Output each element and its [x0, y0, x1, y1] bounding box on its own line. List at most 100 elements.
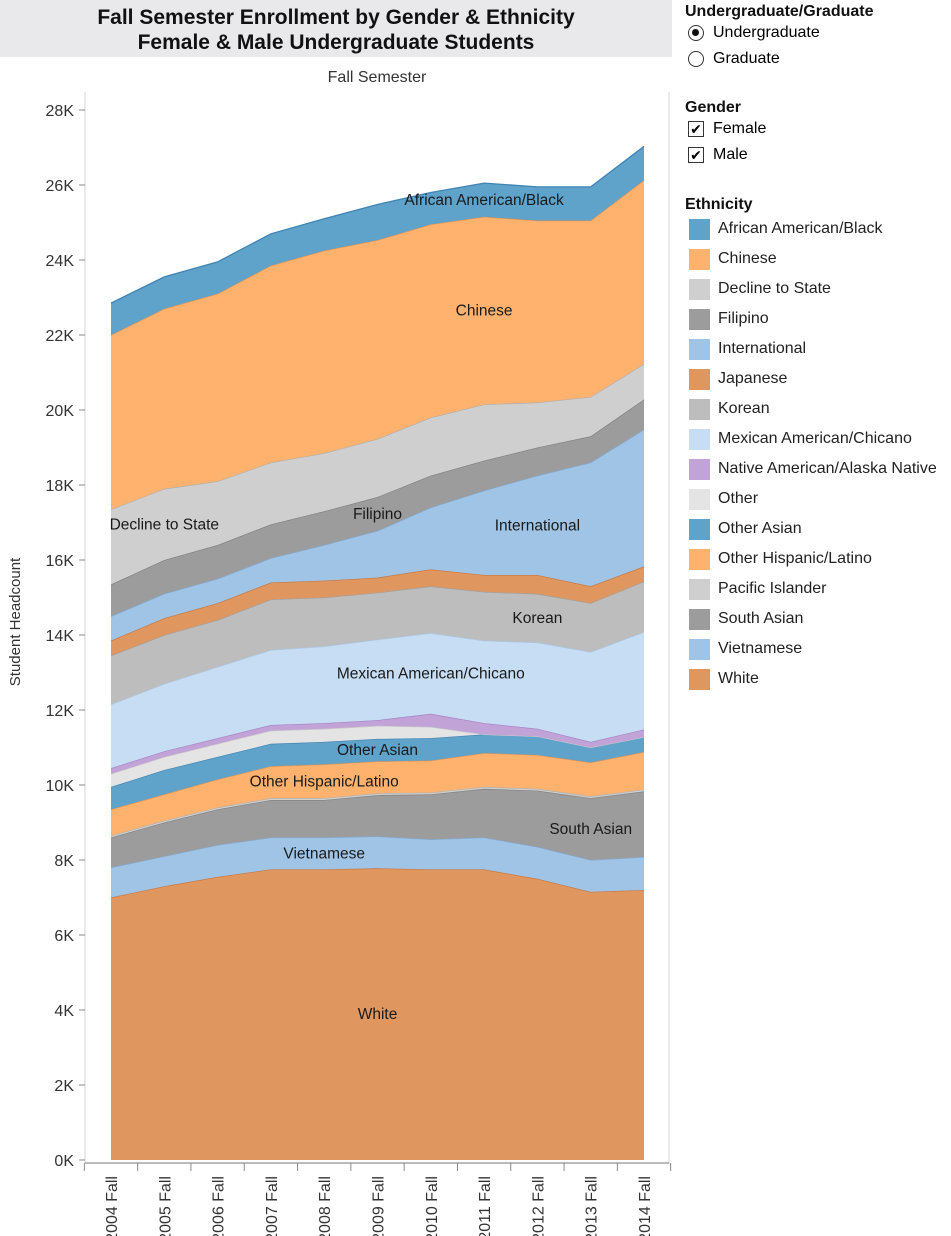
legend-item-international[interactable]: International	[689, 338, 806, 360]
radio-label-graduate: Graduate	[713, 50, 780, 67]
legend-item-chinese[interactable]: Chinese	[689, 248, 777, 270]
y-tick-label: 4K	[54, 1003, 74, 1020]
checkmark-icon[interactable]: ✔	[688, 147, 704, 163]
stacked-area-chart: Fall Semester Student Headcount 0K 2K 4K 6K…	[7, 69, 672, 1236]
y-tick-label: 28K	[46, 103, 75, 120]
legend-item-native-american-alaska-native[interactable]: Native American/Alaska Native	[689, 458, 937, 480]
y-axis-title: Student Headcount	[7, 557, 24, 686]
legend-swatch	[689, 218, 710, 240]
legend-item-pacific-islander[interactable]: Pacific Islander	[689, 578, 827, 600]
checkbox-male[interactable]: ✔ Male	[688, 144, 748, 166]
x-tick-label: 2013 Fall	[584, 1176, 601, 1236]
legend-item-mexican-american-chicano[interactable]: Mexican American/Chicano	[689, 428, 912, 450]
ethnicity-legend-heading: Ethnicity	[685, 196, 753, 213]
legend-label: Pacific Islander	[718, 580, 827, 597]
area-filipino	[111, 399, 644, 617]
legend-item-decline-to-state[interactable]: Decline to State	[689, 278, 831, 300]
series-label-other-asian: Other Asian	[337, 742, 418, 759]
y-tick-label: 6K	[54, 928, 74, 945]
area-edge-african-american-black	[110, 145, 645, 304]
legend-swatch	[689, 338, 710, 360]
legend-label: Chinese	[718, 250, 777, 267]
legend-swatch	[689, 518, 710, 540]
y-tick-label: 12K	[46, 703, 75, 720]
x-tick-label: 2010 Fall	[424, 1176, 441, 1236]
legend-item-other-hispanic-latino[interactable]: Other Hispanic/Latino	[689, 548, 872, 570]
y-tick-label: 16K	[46, 553, 75, 570]
area-chinese	[111, 180, 644, 510]
area-series	[110, 145, 645, 1160]
radio-unselected-icon[interactable]	[688, 51, 704, 67]
series-label-chinese: Chinese	[456, 303, 513, 320]
radio-graduate[interactable]: Graduate	[688, 48, 780, 70]
x-tick-label: 2004 Fall	[104, 1176, 121, 1236]
legend-label: Mexican American/Chicano	[718, 430, 912, 447]
legend-swatch	[689, 308, 710, 330]
legend-label: Other	[718, 490, 759, 507]
series-label-african-american-black: African American/Black	[404, 192, 564, 209]
legend-label: Native American/Alaska Native	[718, 460, 937, 477]
checkmark-icon[interactable]: ✔	[688, 121, 704, 137]
y-tick-label: 2K	[54, 1078, 74, 1095]
legend-item-other-asian[interactable]: Other Asian	[689, 518, 802, 540]
legend-swatch	[689, 458, 710, 480]
legend-swatch	[689, 278, 710, 300]
legend-swatch	[689, 248, 710, 270]
legend-label: Decline to State	[718, 280, 831, 297]
series-label-decline-to-state: Decline to State	[110, 516, 219, 533]
y-tick-label: 20K	[46, 403, 75, 420]
series-label-other-hispanic-latino: Other Hispanic/Latino	[250, 773, 399, 790]
y-tick-label: 22K	[46, 328, 75, 345]
legend-swatch	[689, 368, 710, 390]
series-label-white: White	[358, 1006, 398, 1023]
legend-label: International	[718, 340, 807, 357]
level-filter-heading: Undergraduate/Graduate	[685, 3, 874, 20]
legend-item-korean[interactable]: Korean	[689, 398, 770, 420]
radio-undergraduate[interactable]: Undergraduate	[688, 22, 820, 44]
series-labels: White Vietnamese South Asian Other Hispanic…	[110, 192, 632, 1023]
legend-label: Other Asian	[718, 520, 802, 537]
series-label-mexican-american-chicano: Mexican American/Chicano	[337, 665, 525, 682]
area-other	[111, 725, 644, 787]
x-tick-label: 2007 Fall	[264, 1176, 281, 1236]
legend-label: Vietnamese	[718, 640, 803, 657]
radio-selected-icon[interactable]	[688, 25, 704, 41]
area-other-asian	[111, 734, 644, 810]
legend-item-other[interactable]: Other	[689, 488, 758, 510]
chart-subtitle: Female & Male Undergraduate Students	[137, 31, 535, 54]
x-axis-header: Fall Semester	[328, 69, 427, 86]
legend-label: African American/Black	[718, 220, 883, 237]
area-african-american-black	[111, 146, 644, 335]
radio-label-undergraduate: Undergraduate	[713, 24, 820, 41]
legend-swatch	[689, 488, 710, 510]
legend-item-filipino[interactable]: Filipino	[689, 308, 769, 330]
legend-item-african-american-black[interactable]: African American/Black	[689, 218, 883, 240]
y-tick-label: 26K	[46, 178, 75, 195]
legend-item-south-asian[interactable]: South Asian	[689, 608, 803, 630]
legend-item-japanese[interactable]: Japanese	[689, 368, 787, 390]
area-korean	[111, 581, 644, 705]
legend-label: White	[718, 670, 759, 687]
legend-item-white[interactable]: White	[689, 668, 759, 690]
area-vietnamese	[111, 836, 644, 898]
checkbox-female[interactable]: ✔ Female	[688, 118, 766, 140]
x-tick-label: 2009 Fall	[371, 1176, 388, 1236]
x-tick-label: 2014 Fall	[637, 1176, 654, 1236]
legend-label: Japanese	[718, 370, 788, 387]
chart-title: Fall Semester Enrollment by Gender & Eth…	[97, 6, 575, 29]
legend-label: Korean	[718, 400, 770, 417]
legend-swatch	[689, 548, 710, 570]
legend-swatch	[689, 608, 710, 630]
x-tick-label: 2005 Fall	[157, 1176, 174, 1236]
series-label-korean: Korean	[512, 610, 562, 627]
gender-filter-heading: Gender	[685, 99, 742, 116]
y-tick-label: 8K	[54, 853, 74, 870]
legend-swatch	[689, 428, 710, 450]
series-label-filipino: Filipino	[353, 506, 402, 523]
area-japanese	[111, 566, 644, 656]
legend-item-vietnamese[interactable]: Vietnamese	[689, 638, 802, 660]
checkbox-label-female: Female	[713, 120, 767, 137]
y-tick-label: 0K	[54, 1153, 74, 1170]
area-decline-to-state	[111, 363, 644, 585]
legend-swatch	[689, 578, 710, 600]
